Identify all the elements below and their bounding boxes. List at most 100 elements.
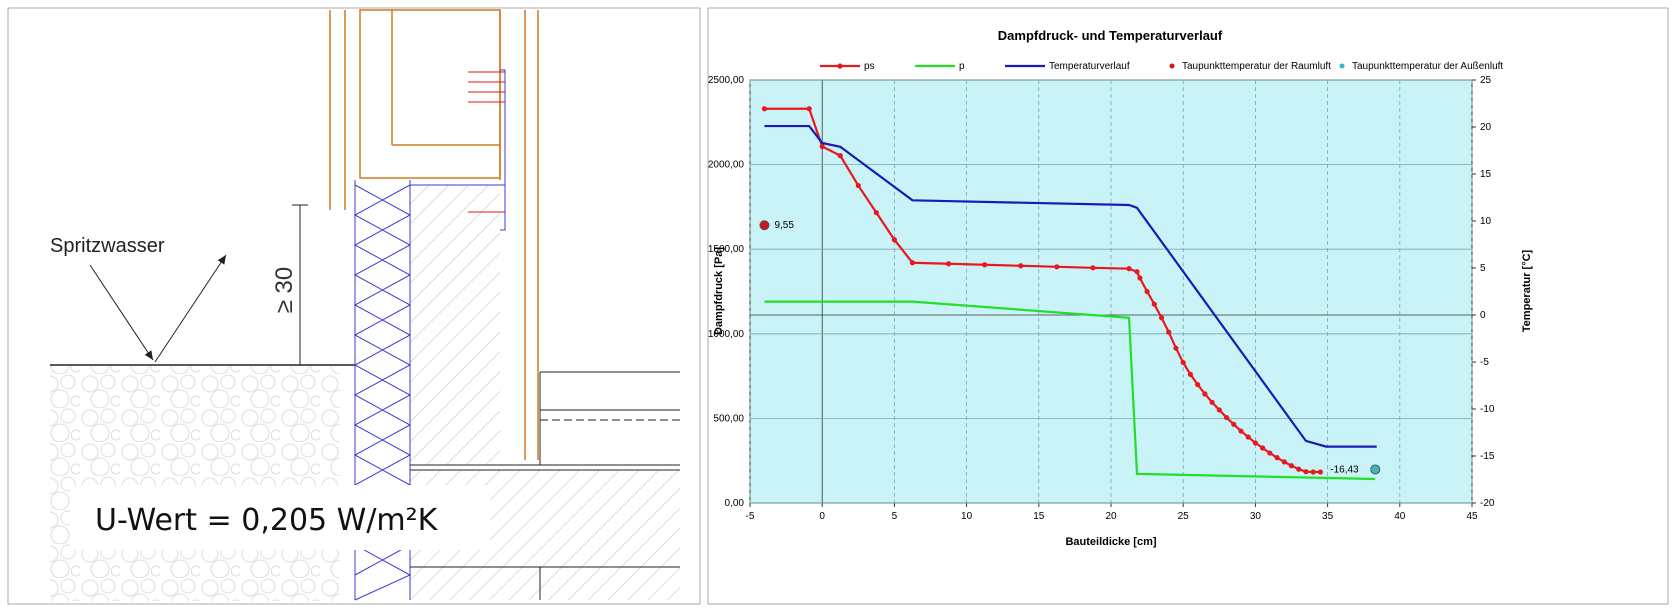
x-axis-label: Bauteildicke [cm] (1065, 536, 1156, 548)
data-label: 9,55 (774, 220, 794, 231)
data-point (1187, 371, 1194, 378)
data-point (806, 106, 812, 112)
data-point (1018, 263, 1024, 269)
x-tick-label: 30 (1250, 511, 1262, 522)
y2-tick-label: -15 (1480, 451, 1495, 462)
data-point (1317, 469, 1323, 475)
u-value: U-Wert = 0,205 W/m²K (95, 503, 439, 538)
y2-axis-label: Temperatur [°C] (1521, 249, 1533, 332)
data-point (1202, 391, 1208, 397)
data-point (1173, 345, 1179, 351)
legend-label: ps (864, 61, 875, 72)
x-tick-label: 25 (1178, 511, 1190, 522)
y-tick-label: 2500,00 (708, 75, 745, 86)
legend-label: Taupunkttemperatur der Raumluft (1182, 61, 1331, 72)
x-tick-label: 10 (961, 511, 973, 522)
fasteners (468, 71, 505, 213)
data-point (1126, 266, 1132, 272)
data-point (1296, 466, 1302, 472)
data-point (1267, 450, 1273, 456)
outlines (410, 371, 680, 600)
legend-marker (1339, 63, 1345, 69)
data-point (1260, 445, 1266, 451)
x-tick-label: 40 (1394, 511, 1406, 522)
y2-tick-label: 25 (1480, 75, 1492, 86)
y2-tick-label: 15 (1480, 169, 1492, 180)
data-point (837, 153, 843, 159)
y2-tick-label: -10 (1480, 404, 1495, 415)
data-point (1274, 455, 1280, 461)
u-value-box (70, 485, 490, 550)
x-tick-label: 15 (1033, 511, 1045, 522)
series-line (764, 124, 1377, 448)
x-tick-label: 0 (819, 511, 825, 522)
data-point (1137, 275, 1143, 281)
data-point (891, 237, 898, 243)
data-point (761, 106, 768, 112)
data-point (1054, 264, 1060, 270)
gravel (50, 365, 340, 601)
chart: Dampfdruck- und Temperaturverlauf Bautei… (707, 7, 1669, 605)
data-point (1195, 381, 1201, 388)
series-line (764, 300, 1376, 481)
data-point (1252, 440, 1258, 446)
legend-marker (837, 63, 843, 69)
detail-drawing: ≥ 30 Spritzwasser U-Wert = 0,205 W/m²K (7, 7, 701, 605)
data-point (909, 260, 916, 266)
y2-tick-label: 20 (1480, 122, 1492, 133)
data-point (1158, 315, 1165, 321)
legend-marker (1169, 63, 1175, 69)
y2-tick-label: -20 (1480, 498, 1495, 509)
membrane (410, 69, 506, 231)
y-tick-label: 1500,00 (708, 244, 745, 255)
data-point (1310, 469, 1316, 475)
data-point (873, 210, 879, 216)
y2-tick-label: 10 (1480, 216, 1492, 227)
spray-label: Spritzwasser (50, 235, 165, 257)
dimension-label: ≥ 30 (271, 267, 298, 314)
chart-title: Dampfdruck- und Temperaturverlauf (998, 28, 1223, 43)
data-point (1370, 464, 1381, 475)
data-point (819, 143, 825, 150)
data-point (1231, 421, 1237, 427)
legend-label: Temperaturverlauf (1049, 61, 1130, 72)
x-tick-label: 20 (1105, 511, 1117, 522)
x-tick-label: 45 (1466, 511, 1478, 522)
x-tick-label: 5 (892, 511, 898, 522)
timber-frame (329, 9, 539, 460)
data-point (1144, 288, 1150, 295)
data-point (1151, 301, 1157, 307)
data-point (1090, 265, 1096, 271)
y2-tick-label: -5 (1480, 357, 1489, 368)
arrow-in (89, 264, 154, 361)
data-point (982, 262, 988, 268)
data-point (1134, 269, 1140, 275)
data-point (1216, 407, 1222, 413)
data-point (1245, 434, 1251, 440)
y-tick-label: 1000,00 (708, 329, 745, 340)
y-tick-label: 2000,00 (708, 160, 745, 171)
y-tick-label: 500,00 (713, 413, 744, 424)
data-point (1238, 428, 1244, 434)
data-point (1303, 469, 1309, 475)
y-tick-label: 0,00 (725, 498, 745, 509)
legend-label: p (959, 61, 965, 72)
x-tick-label: 35 (1322, 511, 1334, 522)
legend-label: Taupunkttemperatur der Außenluft (1352, 61, 1503, 72)
data-label: -16,43 (1330, 464, 1359, 475)
data-point (1209, 399, 1215, 405)
data-point (1223, 414, 1230, 421)
y-axis-label: Dampfdruck [Pa] (713, 247, 725, 335)
data-point (1166, 329, 1172, 335)
data-point (1288, 463, 1295, 469)
data-point (759, 220, 770, 231)
data-point (1180, 359, 1186, 366)
concrete (410, 185, 500, 465)
x-tick-label: -5 (746, 511, 755, 522)
arrow-out (154, 254, 227, 363)
dimension-line (292, 204, 308, 366)
y2-tick-label: 0 (1480, 310, 1486, 321)
data-point (945, 261, 952, 267)
data-point (855, 182, 861, 189)
